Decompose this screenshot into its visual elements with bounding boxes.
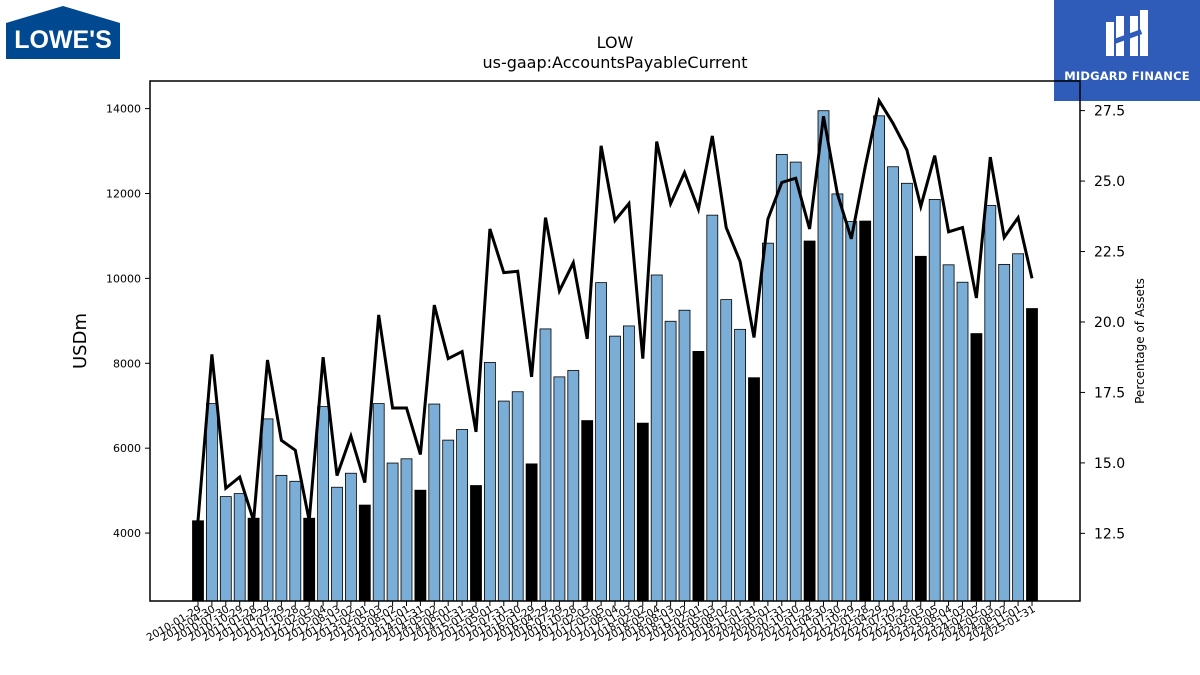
bar (525, 463, 538, 602)
y2-tick-label: 27.5 (1094, 104, 1125, 120)
y2-tick-label: 15.0 (1094, 456, 1125, 472)
bar (845, 221, 858, 602)
bar (247, 517, 260, 602)
bar (567, 370, 580, 602)
bar (720, 299, 733, 602)
bar (386, 462, 399, 602)
bar (692, 350, 705, 602)
bar (901, 182, 913, 602)
bar (317, 406, 330, 602)
y-tick-label: 4000 (113, 527, 141, 540)
lowes-logo: LOWE'S (6, 6, 120, 59)
bar (331, 486, 343, 602)
bar (706, 214, 719, 602)
bar (817, 110, 830, 602)
bar-series (192, 110, 1038, 602)
x-axis: 2010-01-292010-04-302010-07-302010-10-29… (145, 601, 1038, 644)
bar (956, 281, 969, 602)
bar (873, 115, 885, 602)
bar (483, 362, 496, 602)
bar (664, 320, 677, 602)
bar (984, 204, 997, 602)
bar (914, 255, 927, 602)
bar (581, 420, 594, 602)
bar (261, 418, 274, 602)
bar (456, 429, 469, 602)
bar (553, 376, 566, 602)
bar (748, 377, 760, 602)
bar (275, 474, 288, 602)
bar (414, 489, 427, 602)
y-tick-label: 14000 (106, 103, 141, 116)
y2-tick-label: 22.5 (1094, 245, 1125, 261)
right-axis: 12.5 15.0 17.5 20.0 22.5 25.0 27.5 (1080, 104, 1125, 542)
bar (511, 391, 524, 602)
midgard-finance-label: MIDGARD FINANCE (1064, 69, 1190, 83)
bar (192, 520, 204, 602)
bar (609, 335, 621, 602)
bar (205, 403, 218, 602)
bar (970, 333, 983, 602)
left-axis: 4000 6000 8000 10000 12000 14000 (106, 103, 150, 540)
lowes-logo-text: LOWE'S (14, 26, 112, 54)
bar (303, 517, 316, 602)
y-tick-label: 6000 (113, 442, 141, 455)
bar (942, 264, 955, 602)
bar (289, 480, 302, 602)
chart-title: LOW (597, 33, 634, 52)
y2-axis-label: Percentage of Assets (1133, 278, 1147, 404)
bar (762, 242, 774, 602)
bar (678, 309, 691, 602)
bar (636, 422, 649, 602)
y-axis-label: USDm (70, 313, 91, 369)
bar (831, 193, 844, 602)
y-tick-label: 10000 (106, 272, 141, 285)
bar (595, 282, 607, 602)
bar (233, 493, 246, 602)
bar (497, 400, 510, 602)
y2-tick-label: 17.5 (1094, 385, 1125, 401)
y2-tick-label: 12.5 (1094, 526, 1125, 542)
midgard-finance-logo: MIDGARD FINANCE (1054, 0, 1200, 101)
bar (859, 220, 872, 602)
line-series (196, 96, 1034, 522)
bar (803, 240, 816, 602)
bar (428, 403, 441, 602)
bar (623, 325, 635, 602)
bar (400, 458, 413, 602)
bar (928, 199, 941, 602)
y-tick-label: 12000 (106, 187, 141, 200)
bar (887, 166, 899, 602)
midgard-emblem-icon (1106, 10, 1148, 56)
percent-of-assets-line (196, 96, 1034, 522)
bar (470, 485, 482, 602)
bar (789, 161, 802, 602)
bar (775, 154, 788, 602)
y-tick-label: 8000 (113, 357, 141, 370)
y2-tick-label: 25.0 (1094, 174, 1125, 190)
bar (372, 403, 385, 602)
bar (539, 328, 552, 602)
y2-tick-label: 20.0 (1094, 315, 1125, 331)
chart-subtitle: us-gaap:AccountsPayableCurrent (482, 53, 747, 72)
bar (998, 263, 1011, 602)
bar (344, 472, 357, 602)
bar (1026, 308, 1038, 602)
bar (1012, 253, 1024, 602)
bar (442, 439, 455, 602)
bar (219, 496, 232, 602)
bar (734, 328, 746, 602)
bar (650, 274, 663, 602)
bar (358, 504, 371, 602)
